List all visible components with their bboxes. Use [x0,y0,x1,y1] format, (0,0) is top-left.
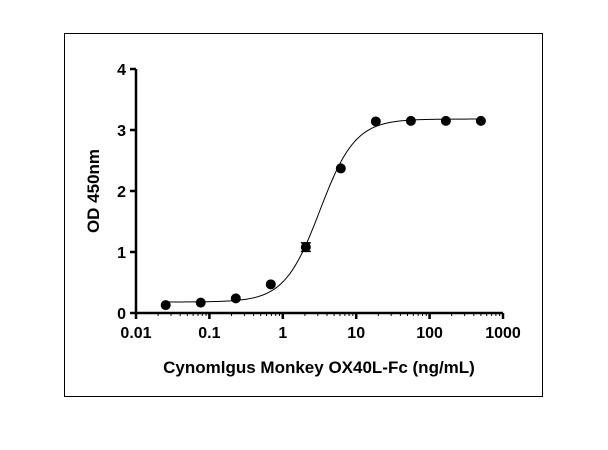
x-tick-label: 1000 [485,325,521,342]
fit-curve [165,118,481,303]
x-tick-label: 0.1 [198,325,220,342]
y-tick-label: 2 [117,184,126,201]
data-point [300,242,311,253]
data-point [475,115,486,126]
y-tick-label: 1 [117,245,126,262]
x-tick-label: 0.01 [120,325,151,342]
x-axis-label: Cynomlgus Monkey OX40L-Fc (ng/mL) [163,358,475,377]
data-point [195,297,206,308]
x-tick-label: 100 [416,325,443,342]
data-point [370,116,381,127]
y-tick-label: 3 [117,123,126,140]
x-tick-label: 10 [347,325,365,342]
y-tick-label: 0 [117,306,126,323]
y-axis-label: OD 450nm [84,149,103,233]
data-point [440,115,451,126]
chart-frame [64,33,543,397]
data-point [265,279,276,290]
data-point [335,163,346,174]
data-point [405,115,416,126]
data-point [230,293,241,304]
x-tick-label: 1 [278,325,287,342]
y-tick-label: 4 [117,62,126,79]
data-point [160,300,171,311]
